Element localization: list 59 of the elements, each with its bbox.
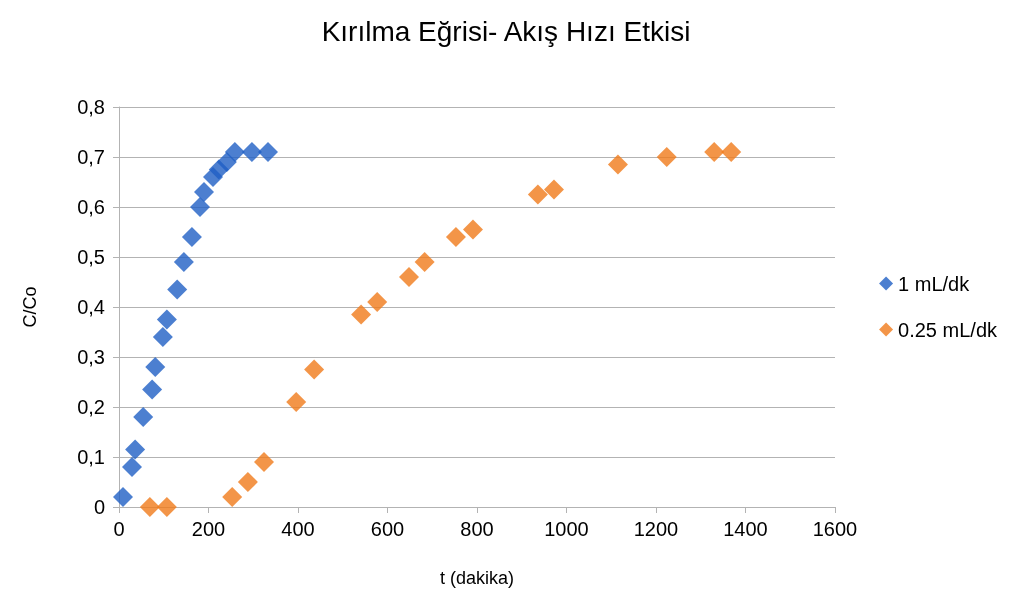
point bbox=[216, 152, 237, 172]
point bbox=[543, 179, 564, 200]
point bbox=[286, 392, 307, 412]
x-tick-label: 600 bbox=[370, 518, 405, 540]
point bbox=[173, 252, 194, 272]
y-tick-label: 0,4 bbox=[77, 296, 105, 318]
x-tick-label: 1600 bbox=[812, 518, 858, 540]
y-tick-label: 0,6 bbox=[77, 196, 105, 218]
x-axis-title: t (dakika) bbox=[439, 568, 515, 588]
point bbox=[253, 452, 274, 472]
y-tick-label: 0,1 bbox=[77, 446, 105, 468]
y-tick-label: 0,3 bbox=[77, 346, 105, 368]
point bbox=[656, 147, 677, 167]
point bbox=[607, 154, 628, 175]
x-tick-label: 800 bbox=[460, 518, 494, 540]
point bbox=[113, 487, 134, 507]
point bbox=[156, 309, 177, 330]
legend-label: 1 mL/dk bbox=[898, 272, 971, 295]
y-tick-label: 0,5 bbox=[77, 246, 105, 268]
point bbox=[133, 407, 154, 427]
point bbox=[414, 252, 435, 272]
point bbox=[194, 182, 215, 202]
point bbox=[125, 439, 146, 460]
point bbox=[721, 142, 742, 162]
y-tick-label: 0,2 bbox=[77, 396, 105, 418]
point bbox=[704, 142, 725, 162]
x-tick-label: 1000 bbox=[544, 518, 589, 540]
point bbox=[156, 497, 177, 517]
y-tick-label: 0 bbox=[93, 496, 105, 518]
point bbox=[167, 279, 188, 300]
point bbox=[304, 359, 325, 380]
point bbox=[398, 267, 419, 287]
y-tick-label: 0,7 bbox=[77, 146, 105, 168]
point bbox=[237, 472, 258, 492]
point bbox=[258, 142, 279, 162]
chart-title: Kırılma Eğrisi- Akış Hızı Etkisi bbox=[321, 15, 691, 47]
point bbox=[142, 379, 163, 400]
point bbox=[527, 184, 548, 205]
point bbox=[139, 497, 160, 517]
point bbox=[367, 292, 388, 312]
legend-label: 0.25 mL/dk bbox=[898, 318, 998, 341]
x-tick-label: 1400 bbox=[723, 518, 768, 540]
point bbox=[351, 304, 372, 325]
point bbox=[445, 227, 466, 247]
x-tick-label: 400 bbox=[281, 518, 315, 540]
point bbox=[241, 142, 262, 162]
point bbox=[222, 487, 243, 507]
x-tick-label: 0 bbox=[113, 518, 125, 540]
y-axis-title: C/Co bbox=[20, 286, 40, 328]
x-tick-label: 1200 bbox=[633, 518, 679, 540]
point bbox=[181, 227, 202, 247]
point bbox=[224, 142, 245, 162]
point bbox=[121, 457, 142, 477]
y-tick-label: 0,8 bbox=[77, 96, 105, 118]
point bbox=[462, 219, 483, 240]
point bbox=[145, 357, 166, 377]
point bbox=[152, 327, 173, 347]
x-tick-label: 200 bbox=[191, 518, 226, 540]
point bbox=[190, 197, 210, 217]
